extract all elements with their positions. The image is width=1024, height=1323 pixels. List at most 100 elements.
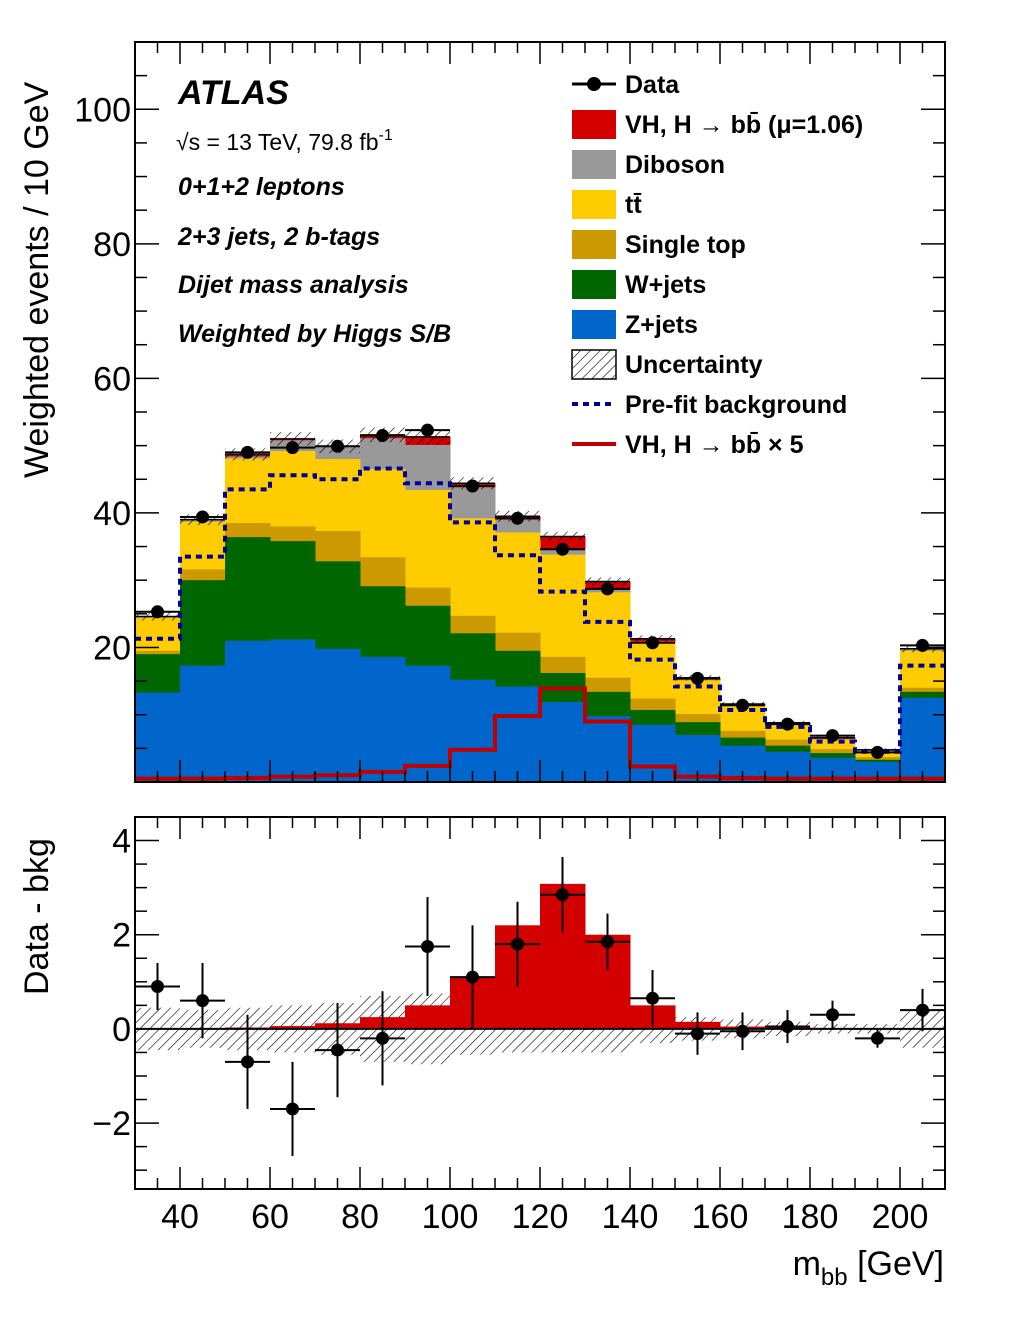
y-tick-label: 100 <box>74 91 131 129</box>
y-axis-title: Weighted events / 10 GeV <box>18 81 56 478</box>
zjets-bar <box>900 697 945 782</box>
data-point <box>871 745 884 759</box>
data-point <box>511 511 524 525</box>
data-point <box>376 429 389 443</box>
legend-signal_x5-label: VH, H → bb̄ × 5 <box>625 430 804 459</box>
legend-wjets-label: W+jets <box>625 271 706 299</box>
data-point <box>916 638 929 652</box>
signal-x5-line <box>135 686 945 781</box>
data-point <box>601 582 614 596</box>
data-point <box>691 671 704 685</box>
residual-data-point <box>826 1008 839 1022</box>
annotation-line-4: Weighted by Higgs S/B <box>178 320 451 348</box>
residual-data-point <box>871 1031 884 1045</box>
residual-y-tick-label: 2 <box>112 917 131 955</box>
bottom-y-tick-labels: −2 0 2 4 <box>92 823 131 1144</box>
x-tick-label: 180 <box>782 1198 839 1236</box>
legend-singletop-label: Single top <box>625 231 746 259</box>
data-point <box>421 423 434 437</box>
x-tick-label: 40 <box>161 1198 199 1236</box>
residual-data-point <box>421 939 434 953</box>
bottom-axis-ticks <box>134 816 946 1189</box>
top-axis-ticks <box>134 41 946 783</box>
x-tick-label: 200 <box>872 1198 929 1236</box>
prefit-background-step <box>135 466 945 754</box>
zjets-bar <box>360 656 406 782</box>
y-tick-label: 20 <box>93 629 131 667</box>
residual-data-points <box>135 857 945 1157</box>
residual-y-axis-title: Data - bkg <box>18 838 56 995</box>
residual-data-point <box>556 888 569 902</box>
zjets-bar <box>315 648 361 782</box>
stacked-histogram <box>135 434 945 782</box>
legend-ttbar-swatch <box>572 190 616 219</box>
legend-ttbar-label: tt̄ <box>625 191 642 219</box>
legend-zjets-swatch <box>572 310 616 339</box>
residual-data-point <box>511 937 524 951</box>
residual-data-point <box>916 1003 929 1017</box>
legend-diboson-swatch <box>572 150 616 179</box>
legend-data-label: Data <box>625 71 680 99</box>
x-tick-labels: 40 60 80 100 120 140 160 180 200 <box>161 1198 928 1236</box>
legend-signal-label: VH, H → bb̄ (μ=1.06) <box>625 110 863 139</box>
data-point <box>646 636 659 650</box>
legend-zjets-label: Z+jets <box>625 311 698 339</box>
atlas-label: ATLAS <box>177 74 289 112</box>
legend-prefit-label: Pre-fit background <box>625 391 847 419</box>
residual-data-point <box>151 980 164 994</box>
legend-uncertainty-label: Uncertainty <box>625 351 763 379</box>
residual-data-point <box>736 1024 749 1038</box>
zjets-bar <box>180 665 226 782</box>
annotation-line-1: 0+1+2 leptons <box>178 173 345 201</box>
residual-data-point <box>691 1027 704 1041</box>
zjets-bar <box>540 701 586 782</box>
prefit-background-line <box>135 466 945 754</box>
zjets-bar <box>225 640 271 782</box>
energy-lumi-sup: -1 <box>379 127 393 144</box>
residual-y-tick-label: −2 <box>92 1105 131 1143</box>
zjets-bar <box>495 686 541 782</box>
x-tick-label: 160 <box>692 1198 749 1236</box>
data-point <box>736 698 749 712</box>
data-point <box>196 510 209 524</box>
legend-data-marker <box>587 77 601 91</box>
data-point <box>331 439 344 453</box>
residual-data-point <box>466 970 479 984</box>
x-axis-title: mbb [GeV] <box>793 1245 944 1291</box>
x-tick-label: 120 <box>512 1198 569 1236</box>
residual-y-tick-label: 4 <box>112 823 131 861</box>
energy-lumi-label: √s = 13 TeV, 79.8 fb-1 <box>176 127 393 155</box>
residual-data-point <box>331 1043 344 1057</box>
residual-data-point <box>376 1031 389 1045</box>
x-tick-label: 80 <box>341 1198 379 1236</box>
residual-data-point <box>646 991 659 1005</box>
annotation-line-3: Dijet mass analysis <box>178 271 409 299</box>
y-tick-label: 60 <box>93 360 131 398</box>
data-point <box>241 445 254 459</box>
legend-signal-swatch <box>572 110 616 139</box>
residual-data-point <box>286 1102 299 1116</box>
legend-uncertainty-swatch <box>571 349 617 380</box>
legend: Data VH, H → bb̄ (μ=1.06) Diboson tt̄ Single… <box>571 71 863 459</box>
x-axis-title-unit: [GeV] <box>848 1245 944 1283</box>
x-axis-title-sub: bb <box>821 1264 848 1291</box>
y-tick-label: 40 <box>93 495 131 533</box>
legend-diboson-label: Diboson <box>625 151 725 179</box>
residual-data-point <box>241 1055 254 1069</box>
residual-signal-bar <box>270 1026 316 1029</box>
x-tick-label: 100 <box>422 1198 479 1236</box>
data-point <box>781 717 794 731</box>
residual-data-point <box>196 994 209 1008</box>
data-point <box>286 441 299 455</box>
zjets-bar <box>135 692 181 782</box>
legend-singletop-swatch <box>572 230 616 259</box>
residual-data-point <box>601 935 614 949</box>
zjets-bar <box>270 639 316 782</box>
data-point <box>466 479 479 493</box>
x-tick-label: 60 <box>251 1198 289 1236</box>
zjets-bar <box>450 679 496 782</box>
x-tick-label: 140 <box>602 1198 659 1236</box>
data-point <box>556 542 569 556</box>
data-point <box>826 729 839 743</box>
